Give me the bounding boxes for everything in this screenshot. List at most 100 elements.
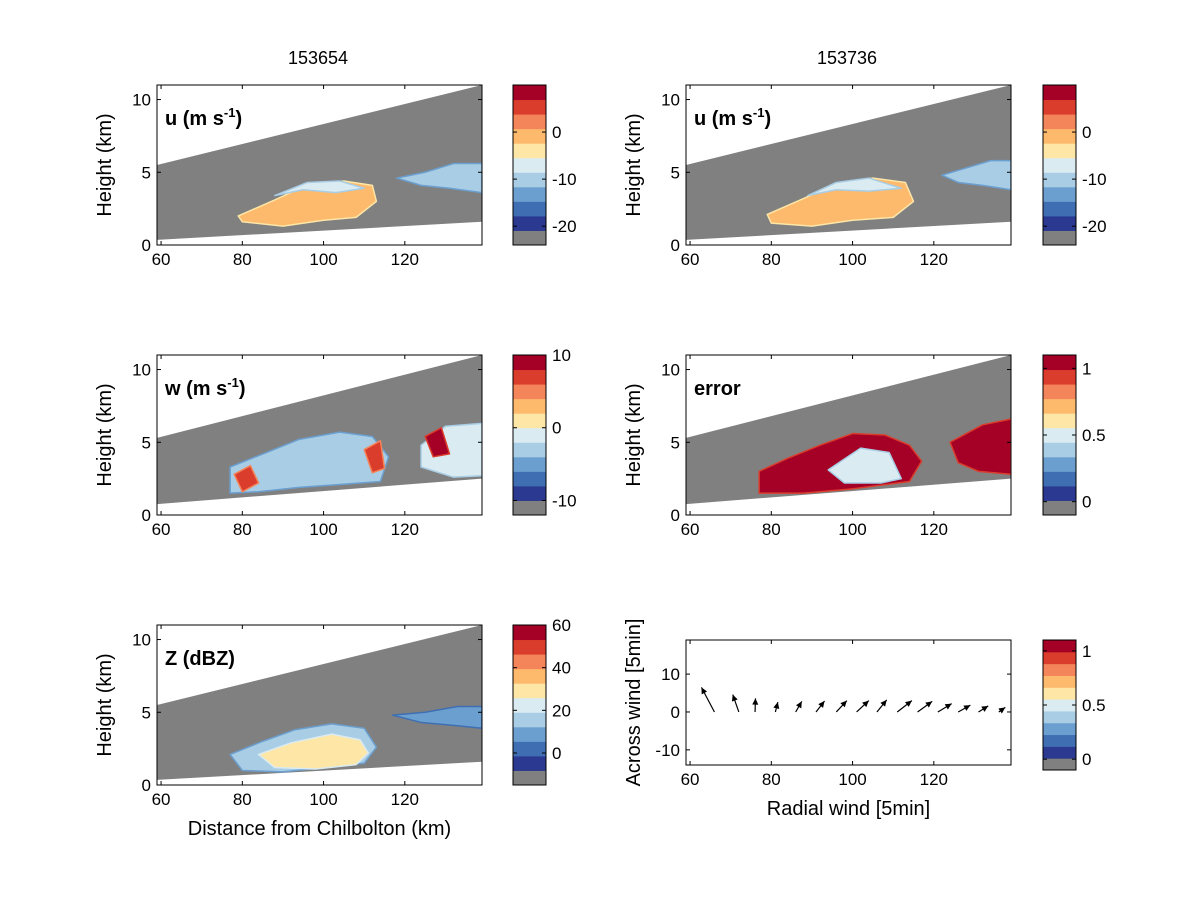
wind-arrow — [795, 701, 803, 713]
colorbar-swatch — [1043, 663, 1076, 676]
colorbar-swatch — [1043, 722, 1076, 736]
y-tick-label: 10 — [132, 361, 151, 380]
wind-arrow — [856, 700, 870, 713]
x-tick-label: 60 — [681, 250, 700, 269]
colorbar: 10.50 — [1042, 354, 1106, 516]
colorbar-swatch — [1043, 734, 1076, 747]
colorbar-swatch — [1043, 746, 1076, 759]
echo-region — [949, 418, 1011, 476]
panel-label-exponent: -1 — [224, 105, 236, 120]
colorbar-swatch — [513, 712, 546, 728]
colorbar-tick-label: -20 — [1082, 217, 1107, 236]
colorbar-swatch — [513, 471, 546, 487]
column-title-right: 153736 — [817, 48, 877, 68]
wind-arrow-head — [818, 700, 825, 708]
colorbar-frame — [1042, 84, 1077, 246]
echo-region — [395, 162, 482, 194]
x-tick-label: 60 — [152, 520, 171, 539]
colorbar-tick-label: 0.5 — [1082, 696, 1106, 715]
colorbar-swatch — [513, 697, 546, 713]
colorbar: 10.50 — [1042, 639, 1106, 771]
y-axis-title: Height (km) — [94, 383, 116, 486]
wind-arrow-head — [731, 694, 738, 702]
wind-arrow — [937, 703, 952, 713]
y-tick-label: 5 — [142, 703, 151, 722]
wind-arrow — [752, 698, 759, 712]
axes-frame — [156, 624, 483, 786]
plot-area — [686, 85, 1011, 240]
panel-label-exponent: -1 — [227, 375, 239, 390]
y-tick-label: 0 — [142, 236, 151, 255]
y-axis-title: Height (km) — [623, 383, 645, 486]
y-tick-label: 0 — [671, 506, 680, 525]
y-tick-label: 5 — [671, 433, 680, 452]
wind-arrow-head — [796, 701, 802, 709]
wind-arrow — [815, 700, 826, 713]
colorbar-swatch — [1043, 485, 1076, 501]
panel-label: u (m s-1) — [694, 105, 771, 130]
plot-area — [157, 85, 482, 240]
panel-label: error — [694, 378, 741, 400]
colorbar-swatch — [1043, 675, 1076, 688]
colorbar-swatch — [1043, 215, 1076, 231]
axes-frame — [685, 84, 1012, 246]
wind-arrow — [957, 704, 971, 713]
colorbar-swatch — [513, 485, 546, 501]
x-tick-label: 120 — [391, 790, 419, 809]
wind-arrow-head — [862, 700, 869, 708]
colorbar: 0 -10 -20 — [1042, 84, 1107, 246]
axes-frame — [156, 84, 483, 246]
colorbar-tick-label: 0 — [552, 123, 561, 142]
colorbar-swatch — [513, 384, 546, 400]
colorbar-tick-label: 0 — [1082, 493, 1091, 512]
panel-label-close: ) — [235, 108, 242, 130]
colorbar-swatch — [1043, 355, 1076, 371]
colorbar-swatch — [1043, 201, 1076, 217]
x-tick-label: 80 — [233, 790, 252, 809]
colorbar-swatch — [1043, 651, 1076, 665]
echo-region — [257, 733, 369, 770]
x-tick-label: 100 — [838, 250, 866, 269]
colorbar-tick-label: 0 — [1082, 750, 1091, 769]
panel-label-close: ) — [764, 108, 771, 130]
x-tick-label: 80 — [233, 250, 252, 269]
colorbar-swatch — [1043, 85, 1076, 101]
y-tick-label: 0 — [671, 236, 680, 255]
wind-arrow — [876, 699, 888, 713]
colorbar-swatch — [1043, 230, 1076, 246]
radar-scan-area — [686, 85, 1011, 240]
wind-arrow — [773, 701, 780, 713]
panel-label: u (m s-1) — [165, 105, 242, 130]
wind-arrow-head — [998, 707, 1006, 714]
x-tick-label: 120 — [391, 520, 419, 539]
colorbar-swatch — [513, 413, 546, 429]
colorbar-tick-label: 20 — [552, 701, 571, 720]
x-tick-label: 120 — [920, 770, 948, 789]
colorbar: 0 -10 -20 — [512, 84, 577, 246]
echo-region — [807, 177, 903, 197]
colorbar-swatch — [1043, 143, 1076, 159]
y-tick-label: 10 — [661, 665, 680, 684]
axes-frame — [685, 354, 1012, 516]
colorbar-swatch — [1043, 186, 1076, 202]
colorbar-swatch — [513, 143, 546, 159]
colorbar-tick-label: 0 — [1082, 123, 1091, 142]
panel-z-153654: 60 80 100 120 0 5 10 Z (dBZ) Height (km) Distance… — [94, 616, 571, 840]
colorbar-swatch — [513, 755, 546, 771]
colorbar-tick-label: -10 — [1082, 170, 1107, 189]
colorbar-swatch — [1043, 172, 1076, 188]
plot-area — [157, 355, 482, 505]
x-tick-label: 80 — [762, 250, 781, 269]
colorbar-tick-label: 60 — [552, 616, 571, 635]
y-axis-title: Across wind [5min] — [623, 619, 645, 787]
colorbar-tick-label: 0.5 — [1082, 426, 1106, 445]
colorbar-swatch — [1043, 114, 1076, 130]
colorbar-swatch — [513, 157, 546, 173]
echo-region — [391, 705, 482, 730]
colorbar-swatch — [1043, 500, 1076, 516]
colorbar-tick-label: -10 — [552, 491, 577, 510]
wind-arrow-head — [944, 703, 952, 710]
y-tick-label: -10 — [655, 741, 680, 760]
colorbar-swatch — [513, 128, 546, 144]
